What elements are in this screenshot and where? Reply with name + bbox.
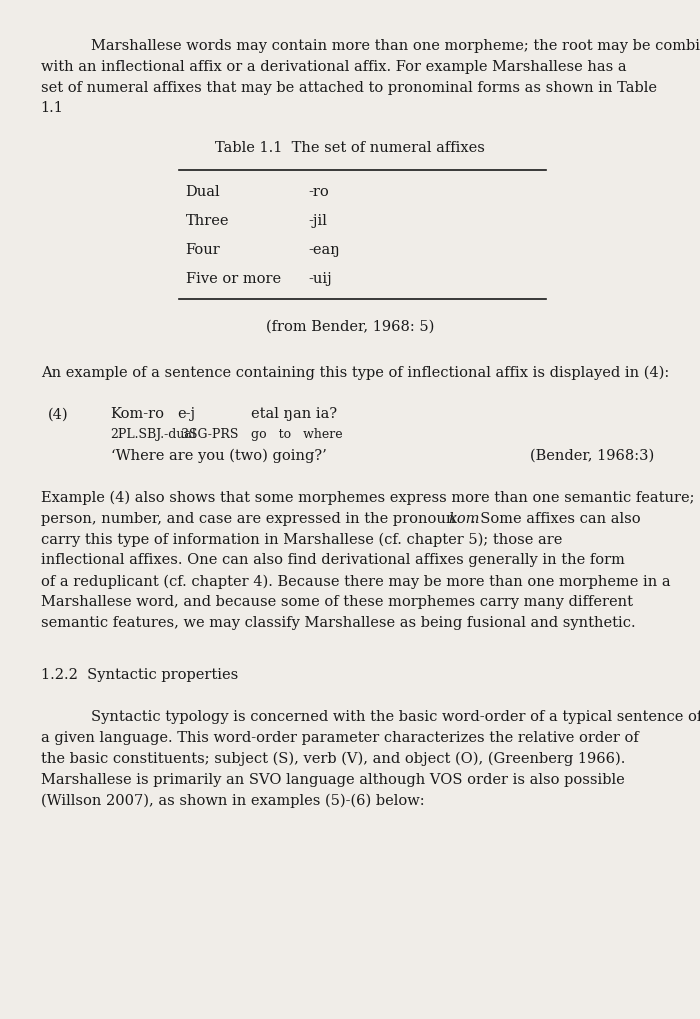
Text: Three: Three (186, 214, 229, 228)
Text: of a reduplicant (cf. chapter 4). Because there may be more than one morpheme in: of a reduplicant (cf. chapter 4). Becaus… (41, 575, 670, 589)
Text: (4): (4) (48, 408, 68, 421)
Text: carry this type of information in Marshallese (cf. chapter 5); those are: carry this type of information in Marsha… (41, 533, 562, 547)
Text: a given language. This word-order parameter characterizes the relative order of: a given language. This word-order parame… (41, 731, 638, 745)
Text: Kom-ro: Kom-ro (111, 408, 164, 421)
Text: . Some affixes can also: . Some affixes can also (470, 512, 640, 526)
Text: set of numeral affixes that may be attached to pronominal forms as shown in Tabl: set of numeral affixes that may be attac… (41, 81, 657, 95)
Text: (Willson 2007), as shown in examples (5)-(6) below:: (Willson 2007), as shown in examples (5)… (41, 794, 424, 808)
Text: go   to   where: go to where (251, 428, 342, 441)
Text: kom: kom (448, 512, 480, 526)
Text: -jil: -jil (308, 214, 327, 228)
Text: (Bender, 1968:3): (Bender, 1968:3) (531, 449, 654, 463)
Text: 3SG-PRS: 3SG-PRS (181, 428, 238, 441)
Text: Syntactic typology is concerned with the basic word-order of a typical sentence : Syntactic typology is concerned with the… (91, 710, 700, 725)
Text: Four: Four (186, 244, 220, 257)
Text: 1.1: 1.1 (41, 102, 64, 115)
Text: An example of a sentence containing this type of inflectional affix is displayed: An example of a sentence containing this… (41, 366, 669, 380)
Text: (from Bender, 1968: 5): (from Bender, 1968: 5) (266, 320, 434, 333)
Text: Marshallese word, and because some of these morphemes carry many different: Marshallese word, and because some of th… (41, 595, 633, 609)
Text: -ro: -ro (308, 184, 329, 199)
Text: Dual: Dual (186, 184, 220, 199)
Text: 2PL.SBJ.-dual: 2PL.SBJ.-dual (111, 428, 197, 441)
Text: semantic features, we may classify Marshallese as being fusional and synthetic.: semantic features, we may classify Marsh… (41, 616, 635, 630)
Text: Five or more: Five or more (186, 272, 281, 286)
Text: -uij: -uij (308, 272, 332, 286)
Text: Marshallese words may contain more than one morpheme; the root may be combined: Marshallese words may contain more than … (91, 39, 700, 53)
Text: person, number, and case are expressed in the pronoun: person, number, and case are expressed i… (41, 512, 460, 526)
Text: Example (4) also shows that some morphemes express more than one semantic featur: Example (4) also shows that some morphem… (41, 491, 694, 505)
Text: inflectional affixes. One can also find derivational affixes generally in the fo: inflectional affixes. One can also find … (41, 553, 624, 568)
Text: Marshallese is primarily an SVO language although VOS order is also possible: Marshallese is primarily an SVO language… (41, 772, 624, 787)
Text: e-j: e-j (177, 408, 195, 421)
Text: with an inflectional affix or a derivational affix. For example Marshallese has : with an inflectional affix or a derivati… (41, 59, 626, 73)
Text: -eaŋ: -eaŋ (308, 244, 340, 257)
Text: 1.2.2  Syntactic properties: 1.2.2 Syntactic properties (41, 668, 238, 683)
Text: the basic constituents; subject (S), verb (V), and object (O), (Greenberg 1966).: the basic constituents; subject (S), ver… (41, 752, 625, 766)
Text: ‘Where are you (two) going?’: ‘Where are you (two) going?’ (111, 449, 326, 464)
Text: etal ŋan ia?: etal ŋan ia? (251, 408, 337, 421)
Text: Table 1.1  The set of numeral affixes: Table 1.1 The set of numeral affixes (215, 141, 485, 155)
